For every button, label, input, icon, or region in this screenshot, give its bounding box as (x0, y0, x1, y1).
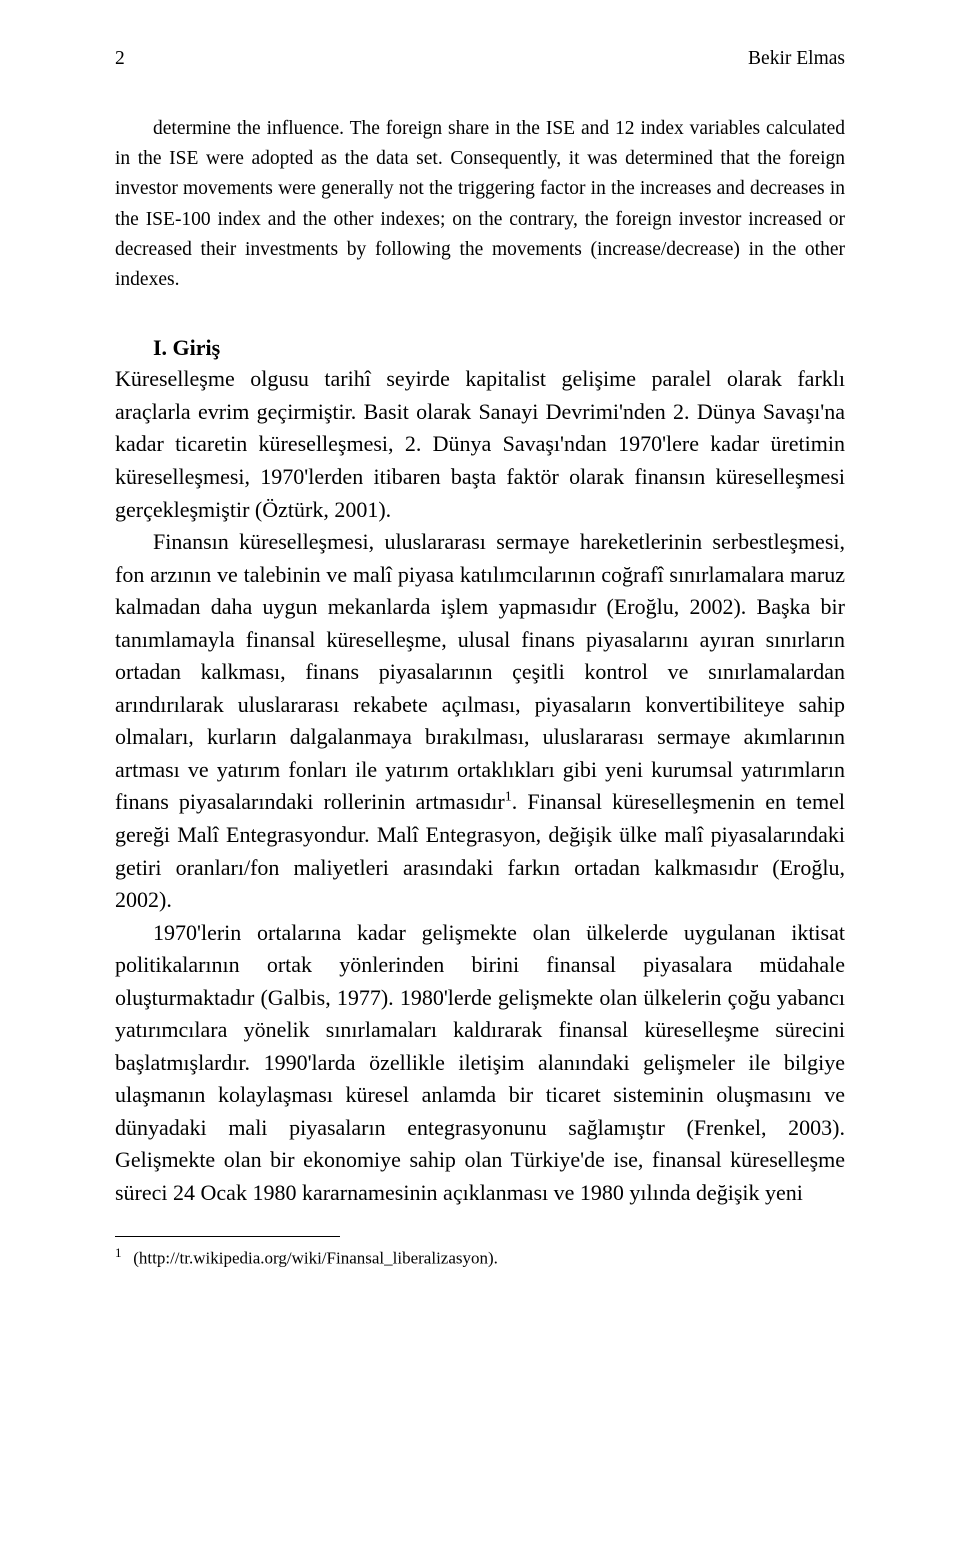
body-p2-part-a: Finansın küreselleşmesi, uluslararası se… (115, 529, 845, 814)
abstract-paragraph: determine the influence. The foreign sha… (115, 114, 845, 295)
section-body: I. Giriş Küreselleşme olgusu tarihî seyi… (115, 335, 845, 1209)
section-heading: I. Giriş (115, 335, 845, 361)
footnote-marker: 1 (505, 790, 512, 805)
footnote-number: 1 (115, 1244, 129, 1262)
body-paragraph-3: 1970'lerin ortalarına kadar gelişmekte o… (115, 917, 845, 1210)
page-header: 2 Bekir Elmas (115, 48, 845, 70)
author-name: Bekir Elmas (748, 48, 845, 70)
footnote-rule (115, 1236, 340, 1237)
body-paragraph-2: Finansın küreselleşmesi, uluslararası se… (115, 526, 845, 917)
body-paragraph-1: Küreselleşme olgusu tarihî seyirde kapit… (115, 363, 845, 526)
footnote-text: (http://tr.wikipedia.org/wiki/Finansal_l… (133, 1248, 498, 1267)
abstract-block: determine the influence. The foreign sha… (115, 114, 845, 295)
page-number: 2 (115, 48, 125, 70)
footnote: 1 (http://tr.wikipedia.org/wiki/Finansal… (115, 1244, 845, 1271)
